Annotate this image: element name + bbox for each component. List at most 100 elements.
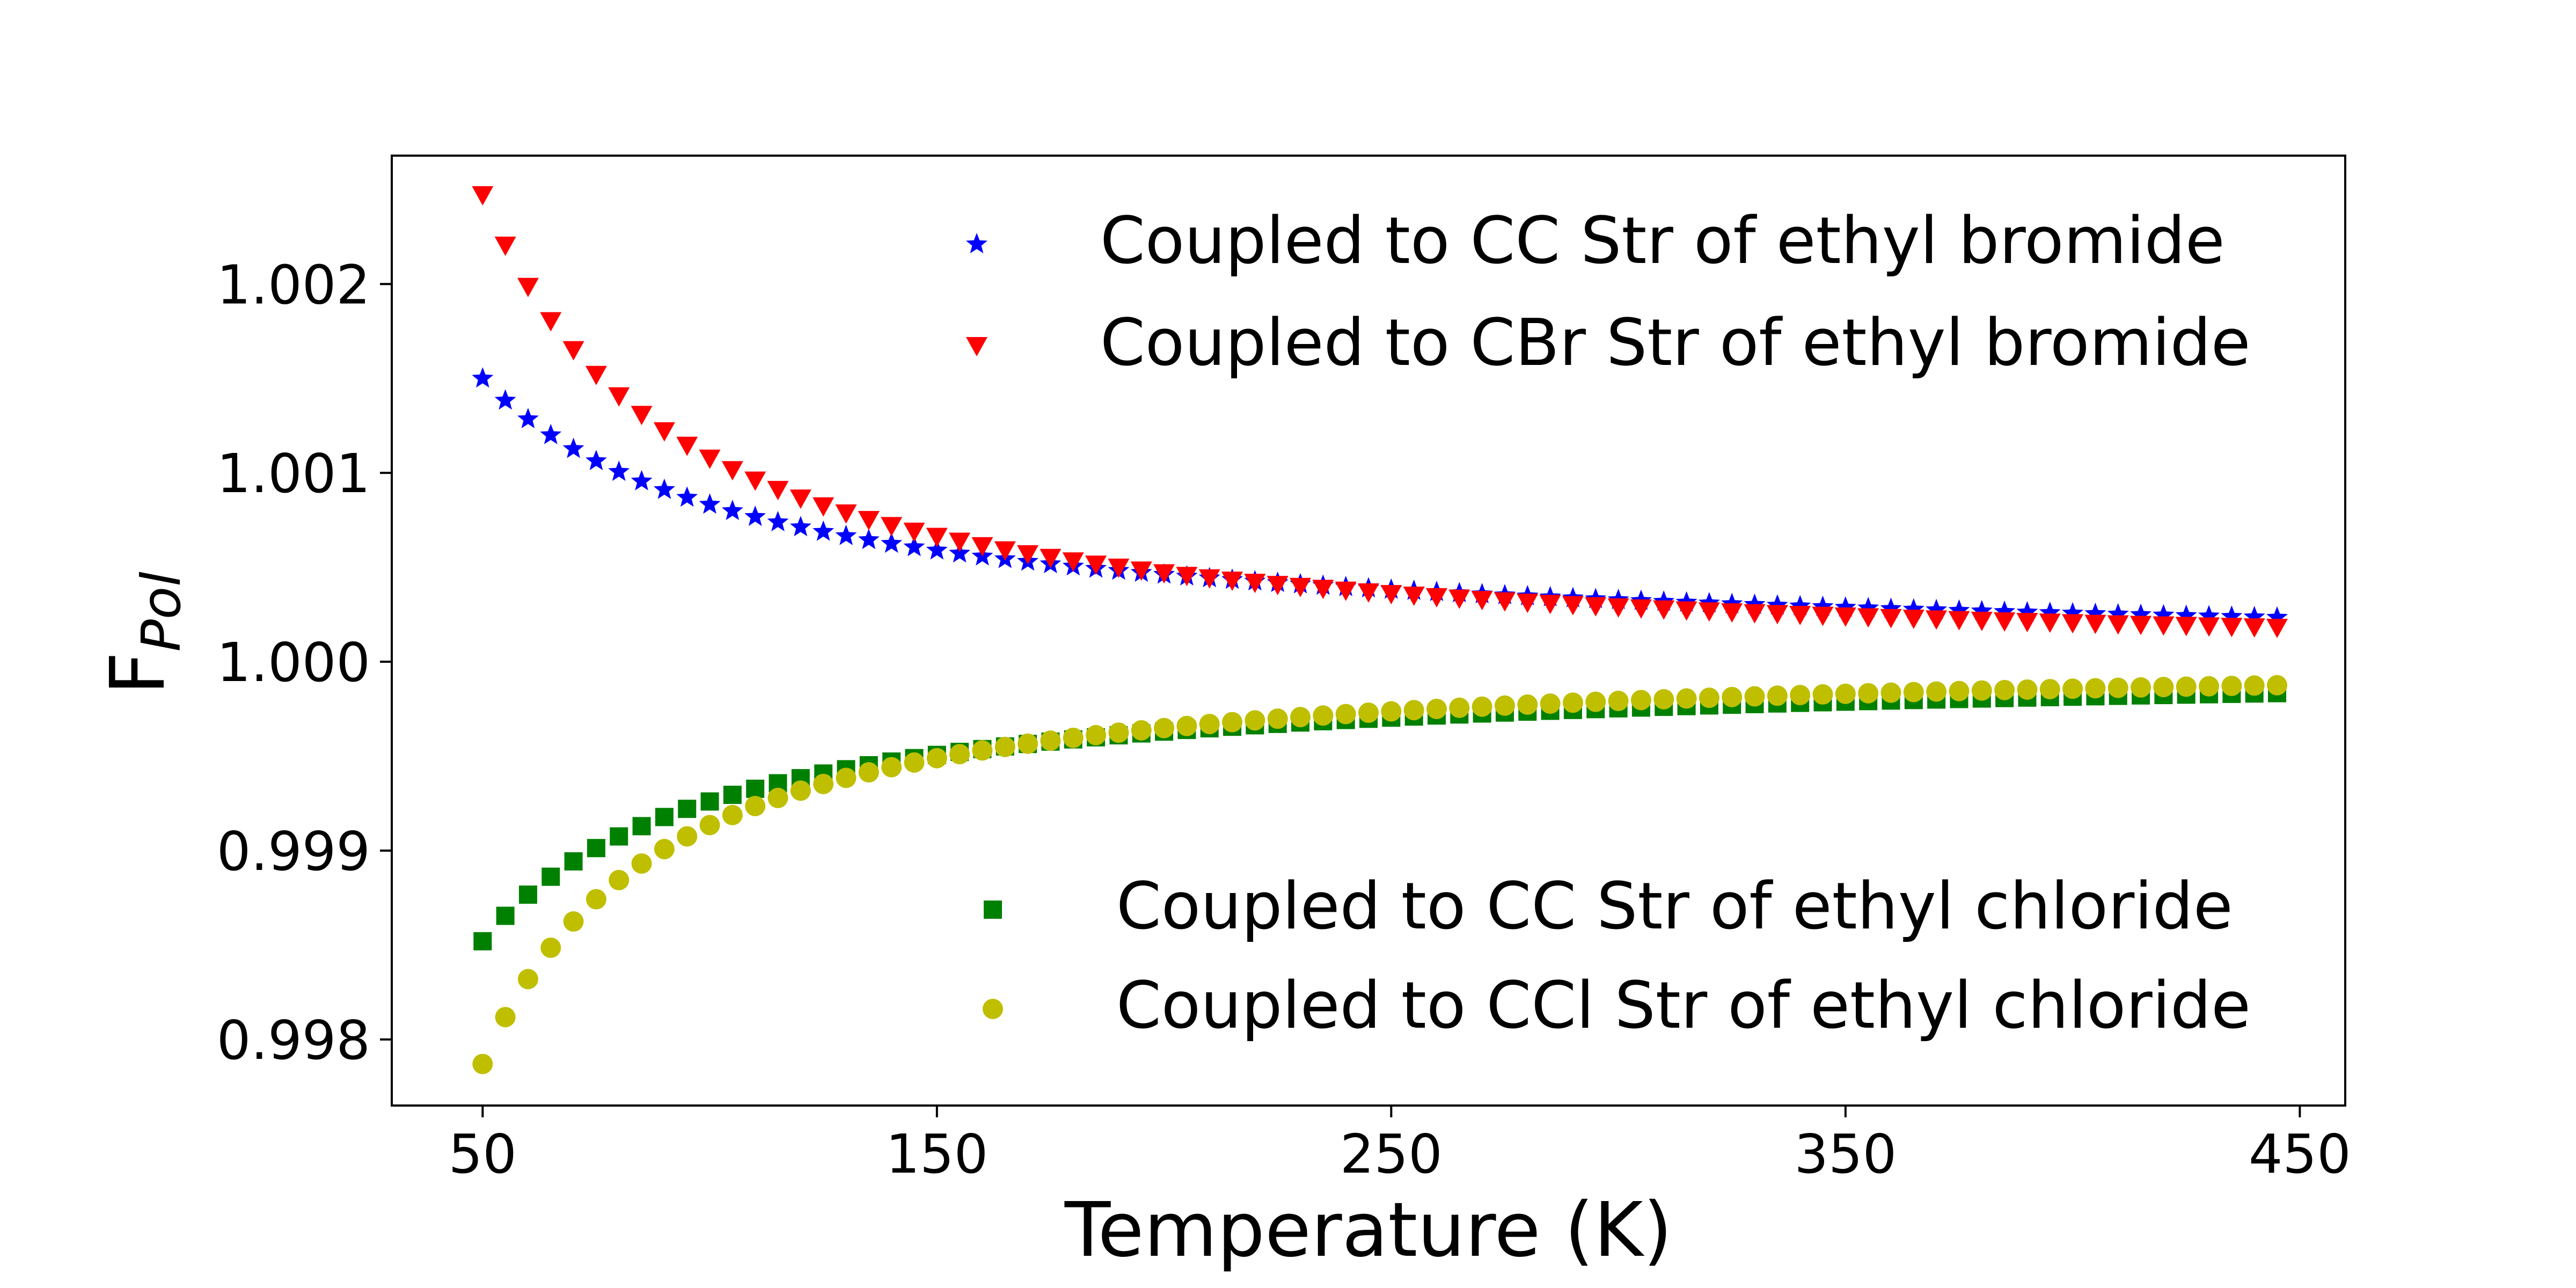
plot-area-frame	[391, 155, 2346, 1107]
data-point	[494, 389, 516, 410]
data-point	[767, 787, 788, 808]
data-point	[1494, 695, 1515, 716]
data-point	[2131, 677, 2151, 698]
data-point	[472, 367, 494, 388]
data-point	[610, 827, 628, 846]
data-point	[2062, 602, 2084, 623]
data-point	[2062, 678, 2083, 699]
data-point	[2176, 676, 2197, 697]
data-point	[631, 853, 652, 874]
data-point	[1653, 689, 1674, 709]
data-point	[1335, 581, 1357, 601]
data-point	[1471, 591, 1493, 611]
data-point	[1449, 697, 1470, 718]
data-point	[1767, 685, 1788, 706]
data-point	[1744, 593, 1766, 614]
data-point	[2175, 604, 2197, 625]
data-point	[1880, 682, 1901, 703]
data-point	[2016, 601, 2038, 621]
data-point	[2085, 678, 2106, 699]
data-point	[586, 450, 607, 471]
data-point	[1949, 680, 1970, 701]
data-point	[2107, 603, 2129, 624]
data-point	[2153, 604, 2175, 625]
data-point	[789, 516, 811, 537]
legend-marker-cbr-ethyl-bromide	[966, 337, 987, 356]
data-point	[1994, 679, 2015, 700]
data-point	[517, 969, 538, 990]
data-point	[700, 792, 719, 811]
data-point	[1290, 577, 1312, 597]
data-point	[541, 867, 560, 886]
data-point	[744, 471, 766, 491]
legend-label-ccl-ethyl-chloride: Coupled to CCl Str of ethyl chloride	[1116, 969, 2251, 1043]
data-point	[903, 536, 925, 557]
x-tick-label: 250	[1340, 1123, 1443, 1185]
data-point	[563, 911, 584, 932]
data-point	[1721, 592, 1743, 613]
data-point	[1812, 606, 1834, 626]
data-point	[1858, 683, 1879, 704]
data-point	[1517, 594, 1539, 613]
data-point	[744, 506, 766, 526]
legend-marker-shape	[966, 233, 987, 253]
data-point	[564, 852, 583, 871]
data-point	[1790, 685, 1811, 706]
data-point	[1040, 548, 1062, 568]
data-point	[1403, 587, 1425, 606]
data-point	[1358, 702, 1379, 723]
data-point	[813, 497, 835, 517]
data-point	[632, 817, 651, 836]
data-point	[676, 436, 698, 456]
data-point	[653, 478, 675, 499]
series-layer	[472, 186, 2288, 1074]
data-point	[2267, 675, 2288, 696]
legend-marker-shape	[983, 999, 1003, 1019]
data-point	[1517, 694, 1538, 715]
data-point	[1585, 597, 1607, 617]
data-point	[2266, 618, 2288, 638]
legend-label-cc-ethyl-bromide: Coupled to CC Str of ethyl bromide	[1100, 204, 2225, 279]
series-3	[472, 675, 2288, 1074]
data-point	[473, 932, 492, 950]
data-point	[721, 500, 743, 521]
x-tick-label: 50	[449, 1123, 517, 1185]
data-point	[1994, 601, 2016, 621]
data-point	[1789, 605, 1811, 625]
data-point	[904, 752, 925, 773]
data-point	[1086, 724, 1107, 745]
data-point	[767, 481, 789, 501]
data-point	[1608, 691, 1629, 712]
data-point	[1630, 599, 1652, 619]
data-point	[903, 522, 925, 542]
data-point	[2243, 618, 2265, 638]
data-point	[1358, 583, 1379, 603]
data-point	[1812, 595, 1834, 616]
data-point	[1245, 710, 1265, 731]
data-point	[1425, 588, 1447, 608]
data-point	[1698, 602, 1720, 622]
data-point	[1017, 545, 1039, 565]
data-point	[994, 541, 1016, 561]
legend-label-cc-ethyl-chloride: Coupled to CC Str of ethyl chloride	[1116, 869, 2233, 944]
data-point	[631, 470, 653, 491]
data-point	[676, 486, 698, 507]
data-point	[540, 937, 561, 958]
data-point	[517, 277, 539, 297]
data-point	[608, 460, 630, 481]
data-point	[540, 312, 562, 332]
data-point	[1903, 682, 1924, 702]
data-point	[586, 889, 606, 910]
data-point	[1312, 580, 1334, 599]
data-point	[721, 461, 743, 481]
x-tick-label: 450	[2249, 1123, 2351, 1185]
data-point	[1585, 691, 1606, 712]
data-point	[2084, 602, 2106, 623]
data-point	[835, 524, 857, 545]
data-point	[587, 839, 605, 858]
data-point	[2175, 617, 2197, 636]
data-point	[1948, 599, 1970, 620]
data-point	[2244, 675, 2265, 696]
data-point	[881, 532, 903, 553]
data-point	[1244, 574, 1266, 594]
